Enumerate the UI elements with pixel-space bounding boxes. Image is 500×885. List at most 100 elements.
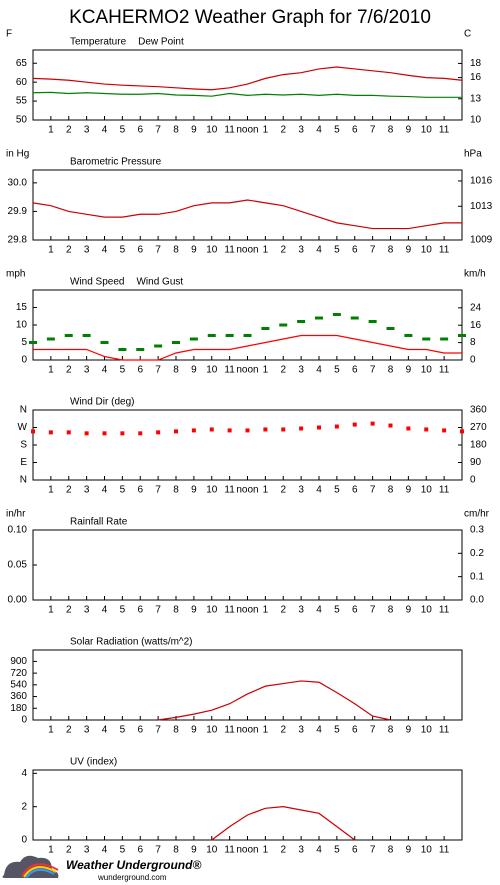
y2-tick-label: 0.3	[470, 525, 484, 536]
x-tick-label: 1	[263, 125, 269, 136]
x-tick-label: 3	[298, 605, 304, 616]
series-line	[32, 199, 462, 230]
y2-tick-label: 8	[470, 337, 476, 348]
x-tick-label: 9	[406, 125, 412, 136]
x-tick-label: 9	[406, 725, 412, 736]
y2-axis-unit: C	[464, 29, 471, 40]
x-tick-label: 6	[352, 485, 358, 496]
x-tick-label: 8	[173, 725, 179, 736]
gust-mark	[225, 334, 234, 337]
x-tick-label: 4	[102, 725, 108, 736]
x-tick-label: 5	[334, 725, 340, 736]
y-tick-label: S	[20, 440, 27, 451]
x-tick-label: 11	[224, 725, 235, 736]
x-tick-label: 1	[263, 245, 269, 256]
y2-tick-label: 0	[470, 475, 476, 486]
y-axis-unit: in Hg	[6, 149, 29, 160]
y2-tick-label: 0.0	[470, 595, 484, 606]
gust-mark	[458, 334, 466, 337]
x-tick-label: 5	[120, 485, 126, 496]
x-tick-label: 6	[137, 845, 143, 856]
x-tick-label: 2	[66, 485, 72, 496]
gust-mark	[29, 341, 37, 344]
legend-label: Wind Dir (deg)	[70, 397, 134, 408]
gust-mark	[368, 320, 377, 323]
point	[156, 430, 161, 435]
y2-tick-label: 270	[470, 422, 487, 433]
logo-rainbow	[21, 863, 59, 877]
point	[460, 429, 464, 434]
x-tick-label: 10	[206, 725, 218, 736]
y-tick-label: 30.0	[8, 177, 28, 188]
x-tick-label: 5	[120, 725, 126, 736]
point	[102, 431, 107, 436]
x-tick-label: 6	[352, 365, 358, 376]
x-tick-label: 9	[191, 365, 197, 376]
x-tick-label: 10	[421, 605, 433, 616]
x-tick-label: 1	[263, 485, 269, 496]
x-tick-label: 3	[84, 605, 90, 616]
x-tick-label: 9	[191, 245, 197, 256]
x-tick-label: 1	[48, 125, 54, 136]
y2-tick-label: 10	[470, 115, 482, 126]
x-tick-label: 7	[155, 485, 161, 496]
x-tick-label: 7	[370, 125, 376, 136]
x-tick-label: 5	[334, 365, 340, 376]
x-tick-label: 6	[137, 485, 143, 496]
x-tick-label: 2	[280, 605, 286, 616]
x-tick-label: 3	[84, 125, 90, 136]
x-tick-label: 6	[137, 245, 143, 256]
y-tick-label: 180	[10, 703, 27, 714]
y2-tick-label: 360	[470, 405, 487, 416]
y2-tick-label: 0.2	[470, 548, 484, 559]
y-tick-label: 55	[16, 96, 28, 107]
gust-mark	[350, 316, 359, 320]
x-tick-label: 2	[66, 845, 72, 856]
x-tick-label: 9	[406, 485, 412, 496]
gust-mark	[46, 337, 55, 341]
x-tick-label: 9	[191, 125, 197, 136]
x-tick-label: 5	[334, 845, 340, 856]
y-tick-label: 60	[16, 77, 28, 88]
series-line	[211, 806, 356, 841]
x-tick-label: 4	[102, 605, 108, 616]
x-tick-label: 3	[84, 365, 90, 376]
point	[245, 428, 250, 433]
page-title: KCAHERMO2 Weather Graph for 7/6/2010	[69, 7, 431, 28]
x-tick-label: 10	[421, 365, 433, 376]
point	[442, 428, 447, 433]
x-tick-label: 9	[191, 725, 197, 736]
point	[299, 426, 304, 431]
point	[370, 421, 375, 426]
x-tick-label: 11	[224, 605, 235, 616]
point	[48, 430, 53, 435]
legend-label: Rainfall Rate	[70, 517, 128, 528]
point	[317, 425, 321, 430]
x-tick-label: 1	[48, 365, 54, 376]
y-tick-label: 29.8	[8, 235, 28, 246]
x-tick-label: 8	[173, 485, 179, 496]
x-tick-label: 11	[439, 365, 450, 376]
x-tick-label: 10	[206, 485, 218, 496]
gust-mark	[279, 323, 288, 327]
y-tick-label: 540	[10, 679, 27, 690]
x-tick-label: 11	[439, 845, 450, 856]
x-tick-label: 5	[120, 845, 126, 856]
series-line	[158, 680, 391, 721]
x-tick-label: 8	[388, 365, 394, 376]
x-tick-label: 2	[280, 125, 286, 136]
x-tick-label: 11	[439, 725, 450, 736]
x-tick-label: 4	[316, 845, 322, 856]
y2-axis-unit: hPa	[464, 149, 482, 160]
x-tick-label: 8	[388, 725, 394, 736]
x-tick-label: 4	[102, 125, 108, 136]
y-tick-label: 0.05	[8, 560, 28, 571]
gust-mark	[315, 316, 323, 320]
x-tick-label: 9	[191, 845, 197, 856]
x-tick-label: 2	[66, 245, 72, 256]
x-tick-label: 1	[48, 485, 54, 496]
logo-rainbow	[23, 866, 57, 878]
x-tick-label: noon	[236, 845, 258, 856]
y2-tick-label: 16	[470, 72, 482, 83]
